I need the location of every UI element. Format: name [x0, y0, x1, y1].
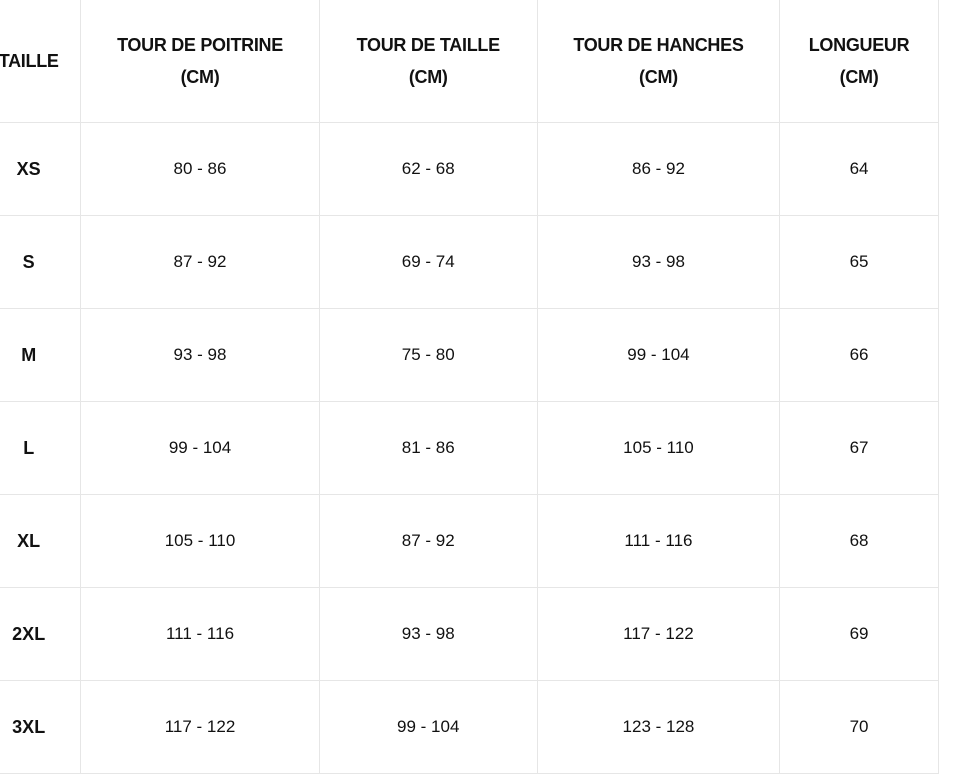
header-length-line: (CM)	[839, 67, 879, 87]
table-row: 2XL 111 - 116 93 - 98 117 - 122 69	[0, 587, 939, 681]
cell-hips: 111 - 116	[536, 494, 781, 588]
cell-length: 65	[779, 215, 939, 309]
cell-size: S	[0, 215, 82, 309]
cell-length: 69	[779, 587, 939, 681]
header-waist: TOUR DE TAILLE (CM)	[318, 0, 538, 123]
header-row: TAILLE TOUR DE POITRINE (CM) TOUR DE TAILLE…	[0, 0, 939, 123]
header-hips: TOUR DE HANCHES (CM)	[536, 0, 781, 123]
cell-waist: 75 - 80	[318, 308, 538, 402]
cell-length: 68	[779, 494, 939, 588]
cell-waist: 81 - 86	[318, 401, 538, 495]
cell-chest: 105 - 110	[80, 494, 320, 588]
cell-hips: 117 - 122	[536, 587, 781, 681]
cell-waist: 87 - 92	[318, 494, 538, 588]
header-waist-line: TOUR DE TAILLE	[356, 35, 500, 55]
cell-hips: 86 - 92	[536, 122, 781, 216]
header-hips-line: TOUR DE HANCHES	[573, 35, 744, 55]
header-hips-line: (CM)	[639, 67, 678, 87]
table-row: XS 80 - 86 62 - 68 86 - 92 64	[0, 122, 939, 216]
cell-hips: 105 - 110	[536, 401, 781, 495]
header-length: LONGUEUR (CM)	[779, 0, 939, 123]
header-chest-line: (CM)	[180, 67, 220, 87]
cell-size: XL	[0, 494, 82, 588]
cell-chest: 117 - 122	[80, 680, 320, 774]
cell-waist: 69 - 74	[318, 215, 538, 309]
cell-hips: 93 - 98	[536, 215, 781, 309]
table-row: L 99 - 104 81 - 86 105 - 110 67	[0, 401, 939, 495]
header-length-line: LONGUEUR	[808, 35, 910, 55]
cell-length: 64	[779, 122, 939, 216]
cell-size: L	[0, 401, 82, 495]
cell-size: 2XL	[0, 587, 82, 681]
cell-hips: 123 - 128	[536, 680, 781, 774]
cell-hips: 99 - 104	[536, 308, 781, 402]
table-row: S 87 - 92 69 - 74 93 - 98 65	[0, 215, 939, 309]
cell-waist: 93 - 98	[318, 587, 538, 681]
header-chest-line: TOUR DE POITRINE	[117, 35, 283, 55]
table-row: XL 105 - 110 87 - 92 111 - 116 68	[0, 494, 939, 588]
cell-size: 3XL	[0, 680, 82, 774]
cell-size: M	[0, 308, 82, 402]
cell-chest: 87 - 92	[80, 215, 320, 309]
table-row: 3XL 117 - 122 99 - 104 123 - 128 70	[0, 680, 939, 774]
cell-waist: 99 - 104	[318, 680, 538, 774]
cell-size: XS	[0, 122, 82, 216]
table-row: M 93 - 98 75 - 80 99 - 104 66	[0, 308, 939, 402]
cell-waist: 62 - 68	[318, 122, 538, 216]
cell-length: 70	[779, 680, 939, 774]
cell-length: 66	[779, 308, 939, 402]
cell-chest: 93 - 98	[80, 308, 320, 402]
header-chest: TOUR DE POITRINE (CM)	[80, 0, 320, 123]
header-waist-line: (CM)	[408, 67, 448, 87]
size-chart-table: TAILLE TOUR DE POITRINE (CM) TOUR DE TAILLE…	[0, 0, 939, 774]
cell-chest: 99 - 104	[80, 401, 320, 495]
header-size: TAILLE	[0, 0, 82, 123]
cell-chest: 80 - 86	[80, 122, 320, 216]
cell-chest: 111 - 116	[80, 587, 320, 681]
cell-length: 67	[779, 401, 939, 495]
header-size-line: TAILLE	[0, 51, 59, 71]
